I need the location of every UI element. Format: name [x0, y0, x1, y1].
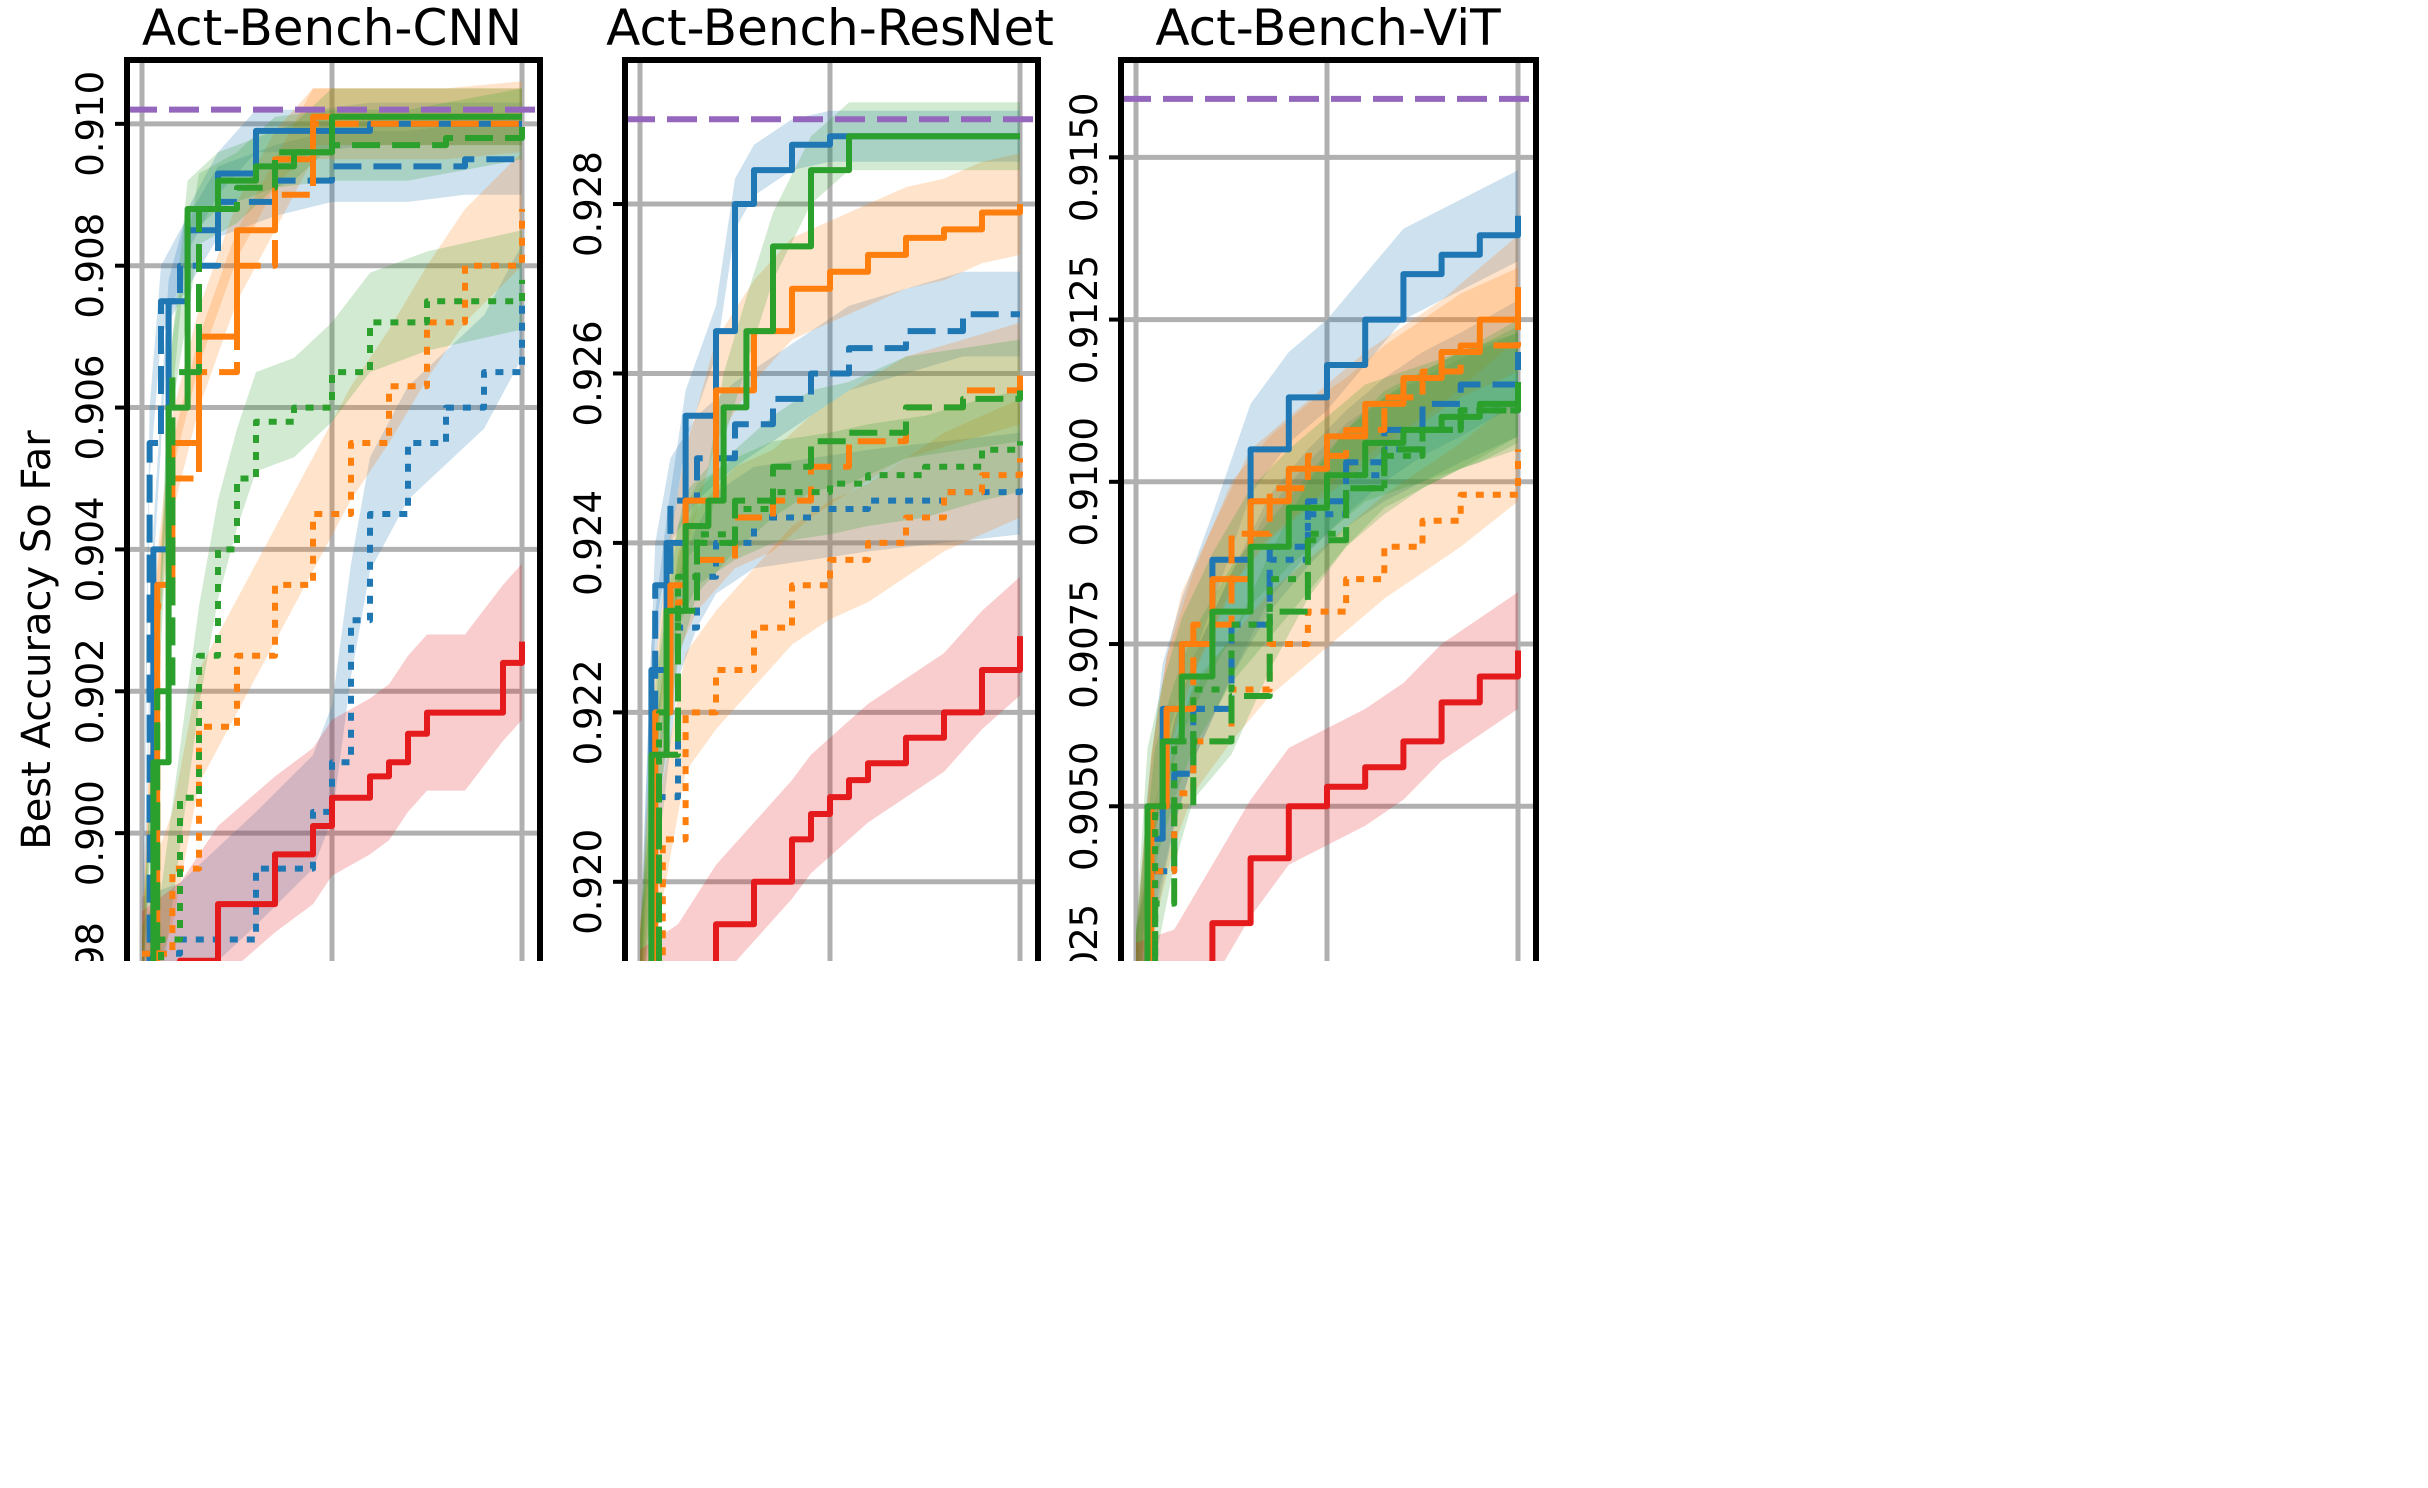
y-tick-label: 0.906 — [69, 355, 112, 461]
plot-area — [127, 60, 540, 961]
confidence-band-orange-dotted — [640, 398, 1020, 961]
y-tick-label: 0.922 — [567, 659, 610, 765]
series-line-red-solid — [713, 636, 1023, 961]
series-line-green-dashed — [154, 123, 525, 961]
confidence-band-blue-dashed — [640, 271, 1020, 961]
plot-area — [625, 60, 1038, 961]
axes-frame — [622, 57, 1041, 961]
y-axis-label: Best Accuracy So Far — [14, 430, 60, 850]
series-line-blue-dashed — [652, 311, 1020, 961]
confidence-band-green-dashed — [1136, 319, 1518, 961]
series-line-green-solid — [150, 113, 522, 961]
panel-2: Act-Bench-ResNet 0.920 0.922 0.924 0.926 0.92… — [567, 0, 1054, 961]
axes-frame — [124, 57, 543, 961]
series-line-orange-dashed — [154, 116, 525, 961]
series-line-orange-dotted — [659, 458, 1023, 961]
y-tick-label: 0.900 — [69, 780, 112, 886]
series-line-green-solid — [648, 133, 1020, 961]
y-tick-label: 0.920 — [567, 829, 610, 935]
series-line-green-dotted — [656, 441, 1023, 961]
panel-title: Act-Bench-ViT — [1155, 0, 1501, 57]
y-tick-label: 0.9100 — [1063, 417, 1106, 546]
y-tick-label: 0.9075 — [1063, 579, 1106, 708]
series-line-red-solid — [177, 641, 525, 961]
series-line-orange-solid — [652, 204, 1023, 961]
y-tick-label: 0.910 — [69, 71, 112, 177]
confidence-band-blue-dotted — [142, 244, 522, 961]
y-tick-label: 0.9050 — [1063, 742, 1106, 871]
panel-3: Act-Bench-ViT 0.9025 0.9050 0.9075 0.9100 0.9… — [1063, 0, 1539, 961]
confidence-band-orange-dashed — [640, 322, 1020, 961]
y-tick-label: 0.928 — [567, 151, 610, 257]
series-line-red-solid — [1209, 650, 1521, 961]
confidence-band-orange-solid — [640, 153, 1020, 961]
grid — [1121, 60, 1536, 961]
panel-title: Act-Bench-ResNet — [606, 0, 1054, 57]
axes-frame — [1118, 57, 1539, 961]
y-tick-label: 0.904 — [69, 496, 112, 602]
plot-area — [1121, 60, 1536, 961]
series-line-blue-solid — [1144, 215, 1521, 961]
series-line-orange-solid — [1148, 287, 1521, 961]
y-tick-label: 0.926 — [567, 321, 610, 427]
y-tick-label: 0.924 — [567, 490, 610, 596]
y-tick-label: 0.902 — [69, 638, 112, 744]
y-tick-label: 0.9150 — [1063, 93, 1106, 222]
confidence-band-red-solid — [1136, 592, 1518, 961]
y-tick-label: 0.908 — [69, 213, 112, 319]
series-line-green-dashed — [656, 390, 1023, 961]
series-line-green-dotted — [1152, 391, 1521, 961]
figure: Best Accuracy So Far Act-Bench-CNN 0.898 0… — [14, 0, 1539, 961]
series-line-orange-dotted — [142, 209, 525, 957]
panel-1: Act-Bench-CNN 0.898 0.900 0.902 0.904 0.906 0.… — [69, 0, 543, 961]
y-tick-label: 0.9025 — [1063, 904, 1106, 961]
confidence-band-blue-dotted — [640, 432, 1020, 961]
y-tick-label: 0.9125 — [1063, 255, 1106, 384]
panel-title: Act-Bench-CNN — [142, 0, 522, 57]
panels: Act-Bench-CNN 0.898 0.900 0.902 0.904 0.906 0.… — [69, 0, 1539, 961]
series-line-green-solid — [1144, 384, 1521, 961]
confidence-band-red-solid — [640, 576, 1020, 961]
y-tick-label: 0.898 — [69, 922, 112, 961]
confidence-band-green-dashed — [640, 339, 1020, 961]
